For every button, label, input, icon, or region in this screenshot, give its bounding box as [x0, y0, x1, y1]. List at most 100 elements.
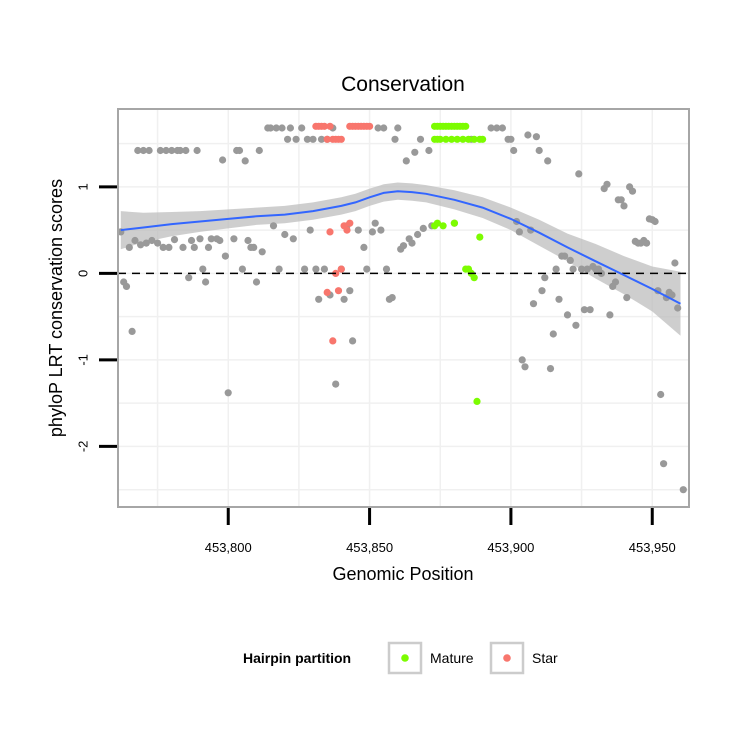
point-other — [578, 265, 586, 273]
point-other — [207, 235, 215, 243]
point-other — [179, 243, 187, 251]
point-star — [343, 226, 351, 234]
point-other — [617, 196, 625, 204]
point-star — [326, 122, 334, 130]
point-other — [657, 390, 665, 399]
point-other — [580, 306, 589, 314]
y-tick-label: -1 — [75, 354, 90, 366]
point-star — [320, 122, 328, 130]
point-other — [272, 124, 280, 132]
panel-background — [118, 109, 689, 507]
point-other — [363, 265, 371, 273]
plot-panel — [117, 108, 690, 508]
point-other — [306, 226, 314, 234]
point-other — [193, 146, 201, 155]
point-other — [145, 146, 153, 155]
point-other — [380, 124, 388, 132]
y-axis: -2 -1 0 1 — [75, 183, 117, 452]
point-other — [219, 156, 227, 164]
x-tick-label: 453,900 — [487, 540, 534, 555]
point-other — [284, 135, 292, 143]
point-other — [535, 146, 543, 155]
point-other — [134, 146, 142, 155]
point-other — [204, 243, 213, 251]
point-other — [507, 135, 515, 143]
point-star — [346, 219, 354, 227]
point-other — [317, 135, 326, 143]
legend-marker-mature — [401, 654, 409, 662]
point-other — [168, 146, 176, 155]
point-other — [394, 124, 402, 132]
point-star — [323, 288, 331, 296]
point-other — [388, 294, 396, 302]
x-axis: 453,800 453,850 453,900 453,950 — [205, 508, 676, 555]
point-mature — [450, 219, 458, 227]
chart-title: Conservation — [341, 73, 465, 96]
point-other — [354, 226, 362, 234]
point-other — [651, 217, 659, 226]
x-tick-label: 453,950 — [629, 540, 676, 555]
point-other — [309, 135, 317, 143]
point-mature — [459, 135, 467, 143]
point-other — [298, 124, 306, 132]
point-other — [606, 311, 614, 319]
point-other — [515, 228, 524, 236]
point-other — [555, 295, 563, 303]
legend-label-star: Star — [532, 650, 558, 666]
point-other — [241, 157, 249, 165]
point-other — [538, 287, 546, 295]
point-other — [360, 243, 368, 251]
point-other — [159, 243, 167, 251]
point-other — [611, 278, 620, 286]
point-other — [414, 230, 422, 239]
point-other — [269, 222, 278, 230]
point-other — [583, 265, 591, 273]
point-other — [668, 291, 676, 299]
point-other — [281, 230, 289, 239]
point-other — [399, 242, 408, 250]
point-other — [510, 146, 518, 155]
point-star — [329, 337, 337, 345]
point-other — [292, 135, 300, 143]
point-other — [671, 259, 679, 267]
point-other — [202, 278, 210, 286]
point-other — [320, 265, 328, 273]
point-star — [337, 265, 345, 273]
point-star — [323, 135, 331, 143]
point-other — [162, 146, 170, 155]
point-other — [148, 236, 156, 245]
point-star — [334, 287, 343, 295]
point-other — [346, 287, 354, 295]
point-mature — [442, 135, 450, 143]
point-other — [137, 241, 145, 249]
legend: Hairpin partition Mature Star — [243, 641, 558, 675]
point-other — [340, 295, 348, 303]
point-other — [122, 282, 131, 290]
point-other — [199, 265, 207, 273]
point-star — [326, 228, 334, 236]
point-other — [368, 228, 376, 236]
point-other — [238, 265, 246, 273]
point-star — [337, 135, 345, 143]
point-mature — [464, 135, 473, 143]
point-other — [575, 170, 583, 178]
point-other — [258, 248, 266, 256]
point-other — [679, 486, 687, 494]
point-other — [586, 306, 594, 314]
point-other — [643, 239, 651, 247]
point-other — [487, 124, 495, 132]
point-star — [366, 122, 374, 130]
point-other — [128, 327, 136, 335]
legend-marker-star — [503, 654, 511, 662]
point-other — [377, 226, 385, 234]
point-other — [544, 157, 552, 165]
panel-border — [117, 108, 690, 508]
point-mature — [462, 122, 470, 130]
point-other — [244, 236, 252, 245]
point-other — [411, 148, 419, 156]
point-other — [425, 146, 433, 155]
point-other — [391, 135, 399, 143]
point-mature — [439, 222, 447, 230]
point-other — [125, 243, 133, 251]
